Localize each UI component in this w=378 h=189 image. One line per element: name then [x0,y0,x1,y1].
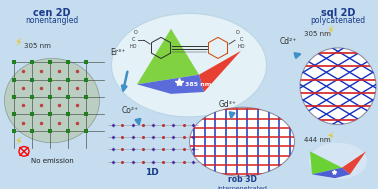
Text: interpenetrated: interpenetrated [217,186,267,189]
Text: sql 2D: sql 2D [321,8,355,18]
Text: 385 nm: 385 nm [185,82,211,87]
Polygon shape [137,75,204,94]
Ellipse shape [112,13,266,117]
Text: rob 3D: rob 3D [228,175,256,184]
Text: C: C [131,37,135,42]
Ellipse shape [300,48,376,125]
Ellipse shape [189,107,294,176]
Text: nonentangled: nonentangled [25,16,79,25]
Text: ⚡: ⚡ [14,38,22,48]
Text: 1D: 1D [145,168,159,177]
Polygon shape [199,51,241,92]
Polygon shape [137,29,199,84]
Text: Co²⁺: Co²⁺ [121,106,139,115]
Text: O: O [236,30,240,36]
Text: No emission: No emission [31,158,73,164]
Text: O: O [134,30,138,36]
Polygon shape [342,151,366,174]
Polygon shape [310,151,342,174]
Text: C: C [239,37,243,42]
Ellipse shape [5,58,99,143]
Text: cen 2D: cen 2D [33,8,71,18]
Text: HO: HO [237,44,245,49]
Text: Cd²⁺: Cd²⁺ [279,37,297,46]
Text: HO: HO [129,44,137,49]
Text: Er³⁺: Er³⁺ [110,48,125,57]
Text: Gd³⁺: Gd³⁺ [219,100,237,109]
Polygon shape [312,168,350,178]
Text: 305 nm: 305 nm [24,43,51,49]
Text: 444 nm: 444 nm [304,137,331,143]
Text: 305 nm: 305 nm [304,31,331,37]
Text: ⚡: ⚡ [326,26,334,36]
Text: ⚡: ⚡ [326,132,334,142]
Text: ⚡: ⚡ [14,138,22,148]
Ellipse shape [309,143,367,179]
Text: polycatenated: polycatenated [310,16,366,25]
